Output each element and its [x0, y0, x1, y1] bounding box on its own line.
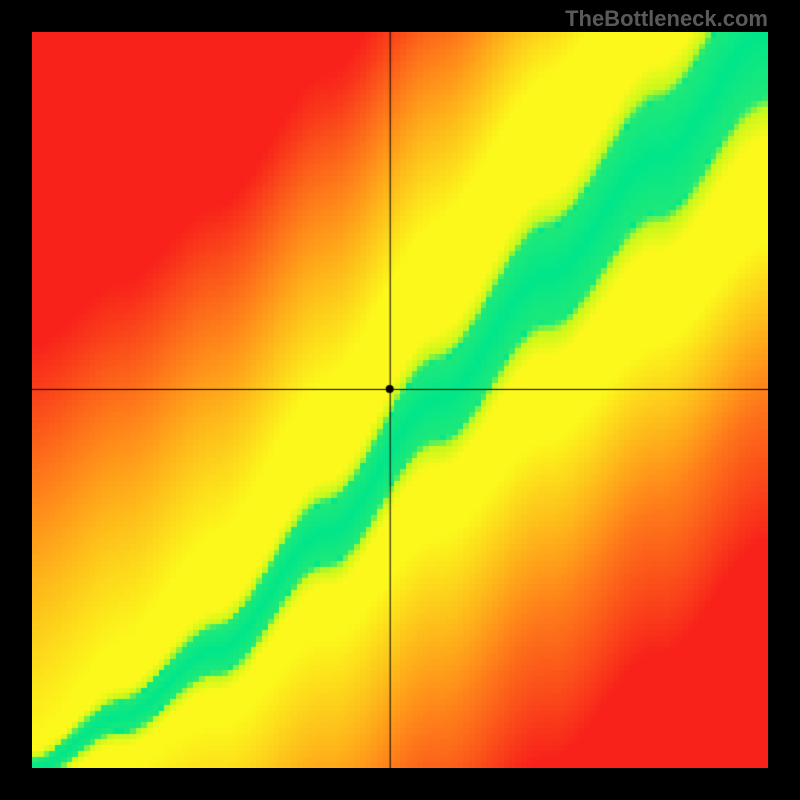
- heatmap-plot: [32, 32, 768, 768]
- watermark-text: TheBottleneck.com: [565, 6, 768, 32]
- chart-container: TheBottleneck.com: [0, 0, 800, 800]
- heatmap-canvas: [32, 32, 768, 768]
